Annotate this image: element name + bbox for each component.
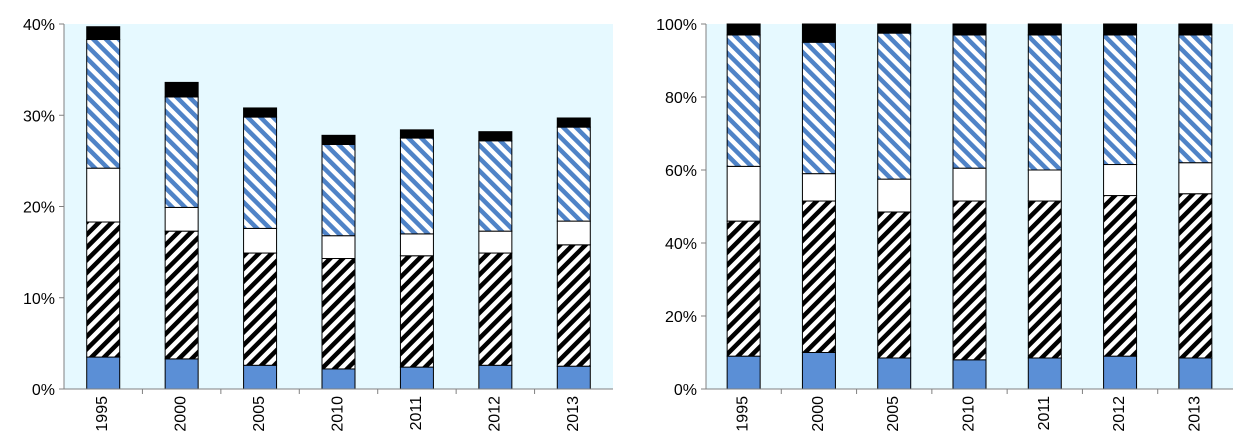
bar-segment-blue-hatch-2012 xyxy=(1103,34,1138,166)
bar-segment-black-2000 xyxy=(164,81,199,98)
bar-segment-black-2011 xyxy=(399,129,434,139)
x-tick-label: 2010 xyxy=(961,396,978,432)
y-tick-label: 20% xyxy=(665,309,697,326)
bar-segment-blue-hatch-2010 xyxy=(952,34,987,169)
bar-segment-blue-hatch-2005 xyxy=(877,32,912,180)
bar-segment-black-hatch-2005 xyxy=(243,252,278,366)
x-tick-label: 2000 xyxy=(173,396,190,432)
bar-segment-blue-hatch-1995 xyxy=(86,39,121,169)
bar-segment-black-hatch-2013 xyxy=(556,244,591,367)
stacked-bar-chart-absolute: 1995 2000 2005 2010 2011 2012 2013 0% 10% 20% 30% 4… xyxy=(23,17,613,432)
bar-segment-black-2012 xyxy=(1103,23,1138,36)
bar-segment-white-2000 xyxy=(801,173,836,202)
bar-segment-blue-hatch-2012 xyxy=(478,140,513,232)
bar-segment-black-hatch-2000 xyxy=(801,200,836,353)
y-tick-label: 40% xyxy=(665,236,697,253)
bar-segment-solid-blue-2011 xyxy=(399,366,434,390)
bar-segment-white-2013 xyxy=(1178,162,1213,195)
bar-segment-white-2013 xyxy=(556,220,591,246)
bar-segment-black-2010 xyxy=(952,23,987,36)
y-tick-label: 80% xyxy=(665,90,697,107)
bar-segment-black-hatch-1995 xyxy=(726,220,761,357)
bar-segment-white-2011 xyxy=(399,233,434,257)
bar-segment-white-2005 xyxy=(243,227,278,254)
bar-segment-black-2013 xyxy=(1178,23,1213,36)
bar-segment-solid-blue-1995 xyxy=(726,355,761,390)
bar-segment-blue-hatch-2000 xyxy=(164,96,199,208)
bar-segment-solid-blue-2010 xyxy=(321,368,356,390)
bar-segment-white-2012 xyxy=(1103,164,1138,197)
bar-segment-solid-blue-2005 xyxy=(877,357,912,390)
y-tick-label: 0% xyxy=(674,382,697,399)
y-tick-label: 30% xyxy=(23,108,55,125)
bar-segment-black-2005 xyxy=(877,23,912,34)
bar-segment-black-hatch-1995 xyxy=(86,221,121,358)
bar-segment-white-2005 xyxy=(877,178,912,213)
stacked-bar-chart-share: 1995 2000 2005 2010 2011 2012 2013 0% 20% 40% 60% 8… xyxy=(656,17,1233,432)
bar-segment-blue-hatch-1995 xyxy=(726,34,761,167)
bar-segment-white-2010 xyxy=(321,235,356,260)
bar-segment-solid-blue-2013 xyxy=(556,365,591,390)
x-tick-label: 1995 xyxy=(94,396,111,432)
bar-segment-blue-hatch-2010 xyxy=(321,143,356,237)
y-tick-label: 20% xyxy=(23,200,55,217)
bar-segment-solid-blue-2012 xyxy=(1103,355,1138,390)
bar-segment-black-2012 xyxy=(478,131,513,142)
bar-segment-white-2000 xyxy=(164,206,199,232)
bar-segment-black-2005 xyxy=(243,107,278,118)
bar-segment-black-hatch-2013 xyxy=(1178,193,1213,359)
x-tick-label: 2013 xyxy=(565,396,582,432)
x-tick-label: 2011 xyxy=(1036,396,1053,431)
bar-segment-black-hatch-2012 xyxy=(478,252,513,366)
x-tick-label: 2000 xyxy=(810,396,827,432)
bar-segment-black-hatch-2010 xyxy=(952,200,987,361)
bar-segment-blue-hatch-2013 xyxy=(556,126,591,222)
bar-segment-black-1995 xyxy=(726,23,761,36)
bar-segment-black-2011 xyxy=(1027,23,1062,36)
bar-segment-solid-blue-2000 xyxy=(801,352,836,390)
bar-segment-solid-blue-2011 xyxy=(1027,357,1062,390)
bar-segment-white-2012 xyxy=(478,230,513,254)
bar-segment-black-hatch-2011 xyxy=(399,255,434,368)
bar-segment-black-hatch-2010 xyxy=(321,258,356,370)
bar-segment-blue-hatch-2011 xyxy=(1027,34,1062,171)
bar-segment-black-2010 xyxy=(321,134,356,145)
x-tick-label: 2011 xyxy=(408,396,425,431)
bar-segment-white-2010 xyxy=(952,167,987,202)
bar-segment-white-1995 xyxy=(726,165,761,222)
x-tick-label: 2012 xyxy=(486,396,503,432)
bar-segment-solid-blue-2005 xyxy=(243,364,278,390)
bar-segment-black-2013 xyxy=(556,117,591,128)
x-tick-label: 2012 xyxy=(1111,396,1128,432)
bar-segment-black-2000 xyxy=(801,23,836,43)
bar-segment-black-hatch-2012 xyxy=(1103,195,1138,357)
x-tick-label: 2013 xyxy=(1186,396,1203,432)
bar-segment-black-hatch-2000 xyxy=(164,230,199,360)
y-tick-label: 100% xyxy=(656,17,697,34)
y-tick-label: 0% xyxy=(32,382,55,399)
x-tick-label: 2010 xyxy=(330,396,347,432)
bar-segment-blue-hatch-2005 xyxy=(243,116,278,229)
bar-segment-solid-blue-2013 xyxy=(1178,357,1213,390)
bar-segment-solid-blue-2010 xyxy=(952,359,987,390)
bar-segment-solid-blue-1995 xyxy=(86,356,121,390)
bar-segment-white-2011 xyxy=(1027,169,1062,202)
y-tick-label: 40% xyxy=(23,17,55,34)
bar-segment-black-1995 xyxy=(86,26,121,41)
bar-segment-black-hatch-2011 xyxy=(1027,200,1062,359)
x-tick-label: 2005 xyxy=(251,396,268,432)
x-tick-label: 1995 xyxy=(735,396,752,432)
y-tick-label: 10% xyxy=(23,291,55,308)
bar-segment-solid-blue-2012 xyxy=(478,364,513,390)
x-tick-label: 2005 xyxy=(885,396,902,432)
bar-segment-blue-hatch-2011 xyxy=(399,137,434,235)
bar-segment-white-1995 xyxy=(86,167,121,223)
bar-segment-solid-blue-2000 xyxy=(164,358,199,390)
y-tick-label: 60% xyxy=(665,163,697,180)
bar-segment-black-hatch-2005 xyxy=(877,211,912,359)
bar-segment-blue-hatch-2000 xyxy=(801,41,836,175)
bar-segment-blue-hatch-2013 xyxy=(1178,34,1213,164)
